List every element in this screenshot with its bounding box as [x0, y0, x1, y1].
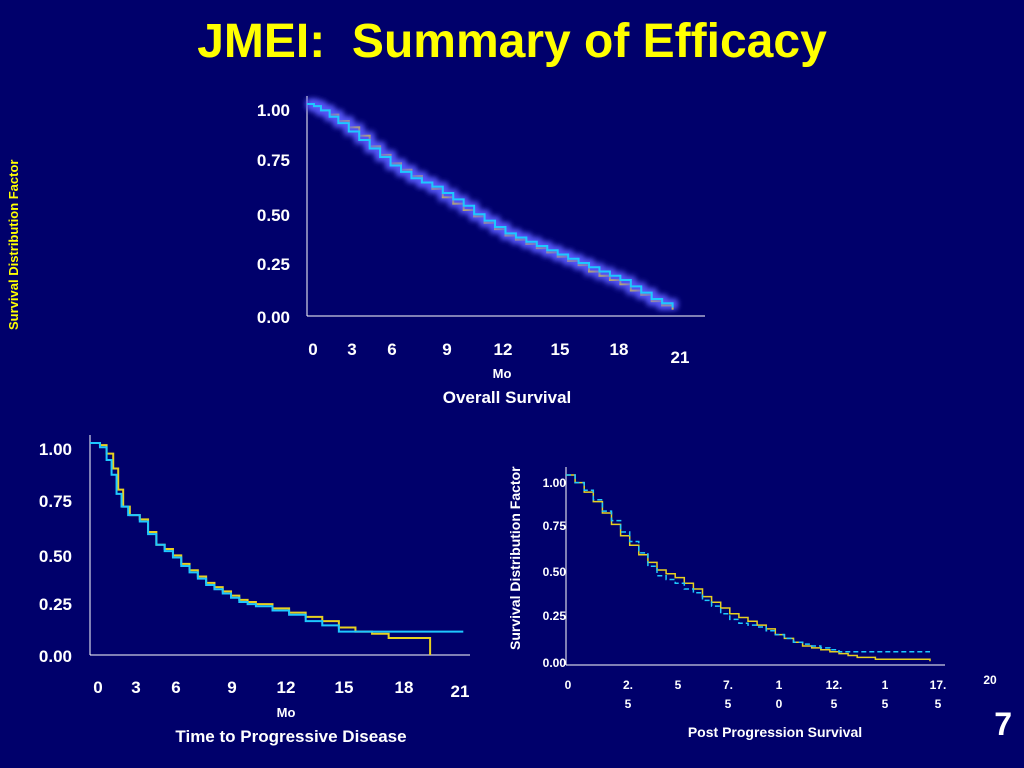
series-line-cyan [307, 103, 674, 308]
x-tick-label: 2. 5 [623, 678, 633, 711]
x-tick-label: 18 [610, 340, 629, 359]
chart-caption: Overall Survival [443, 388, 572, 407]
y-tick-label: 0.50 [257, 206, 290, 225]
y-tick-label: 0.00 [257, 308, 290, 327]
x-tick-label: 18 [395, 678, 414, 697]
x-tick-label: 12 [277, 678, 296, 697]
series-line-cyan [566, 474, 930, 653]
series-line-cyan [90, 442, 464, 633]
y-axis-label: Survival Distribution Factor [6, 160, 21, 330]
y-tick-label: 0.75 [543, 519, 567, 533]
chart-caption: Time to Progressive Disease [175, 727, 406, 746]
y-tick-label: 1.00 [543, 476, 567, 490]
x-tick-label: 0 [308, 340, 317, 359]
x-tick-label: 9 [442, 340, 451, 359]
x-tick-label: 3 [347, 340, 356, 359]
x-tick-label: 21 [451, 682, 470, 701]
x-tick-label: 6 [171, 678, 180, 697]
series-line-yellow [90, 442, 432, 655]
y-tick-label: 0.25 [257, 255, 290, 274]
y-tick-label: 0.00 [39, 647, 72, 666]
x-tick-label: 12 [494, 340, 513, 359]
slide-title: JMEI: Summary of Efficacy [197, 15, 827, 68]
x-tick-label: 7. 5 [723, 678, 733, 711]
x-axis-label: Mo [277, 705, 296, 720]
series-glow [307, 99, 678, 308]
x-tick-label: 9 [227, 678, 236, 697]
x-tick-label: 12. 5 [826, 678, 843, 711]
x-tick-label: 21 [671, 348, 690, 367]
y-tick-label: 0.75 [257, 151, 290, 170]
y-tick-label: 0.50 [39, 547, 72, 566]
y-tick-label: 0.00 [543, 656, 567, 670]
x-tick-label: 15 [335, 678, 354, 697]
y-tick-label: 1.00 [39, 440, 72, 459]
x-tick-label: 17. 5 [930, 678, 947, 711]
x-tick-label: 5 [675, 678, 682, 692]
x-axis-label: Mo [493, 366, 512, 381]
x-tick-label: 3 [131, 678, 140, 697]
y-axis-label: Survival Distribution Factor [507, 466, 523, 650]
x-tick-label: 0 [93, 678, 102, 697]
y-tick-label: 0.50 [543, 565, 567, 579]
series-line-yellow [566, 474, 931, 662]
y-tick-label: 0.75 [39, 492, 72, 511]
x-tick-label: 0 [565, 678, 572, 692]
x-tick-label: 6 [387, 340, 396, 359]
y-tick-label: 1.00 [257, 101, 290, 120]
chart-caption: Post Progression Survival [688, 724, 862, 740]
y-tick-label: 0.25 [39, 595, 72, 614]
y-tick-label: 0.25 [543, 609, 567, 623]
page-number: 7 [994, 706, 1012, 742]
x-tick-label: 20 [983, 673, 997, 687]
x-tick-label: 15 [551, 340, 570, 359]
